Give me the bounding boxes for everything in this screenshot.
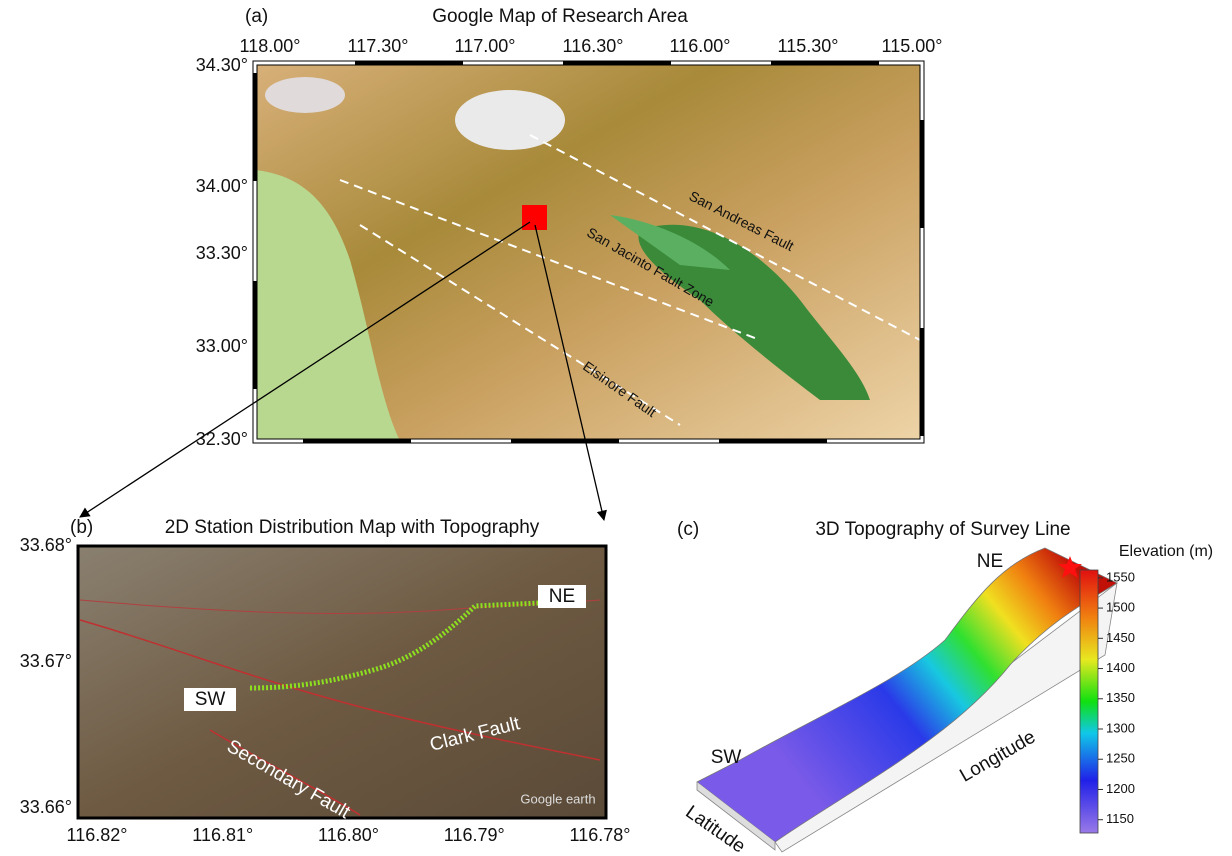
satellite-image — [78, 546, 606, 818]
x-tick-label: 115.30° — [778, 36, 839, 56]
y-tick-label: 34.00° — [196, 176, 248, 196]
colorbar-tick-label: 1450 — [1106, 630, 1135, 645]
colorbar-tick-label: 1300 — [1106, 720, 1135, 735]
figure: (a) Google Map of Research Area San Andr… — [0, 0, 1232, 856]
panel-label: (a) — [245, 6, 268, 27]
x-tick-label: 116.78° — [570, 825, 631, 845]
colorbar-title: Elevation (m) — [1119, 543, 1213, 560]
x-tick-label: 116.30° — [563, 36, 624, 56]
watermark: Google earth — [520, 791, 595, 806]
x-tick-label: 116.00° — [670, 36, 731, 56]
colorbar-tick-label: 1400 — [1106, 660, 1135, 675]
x-tick-label: 118.00° — [240, 36, 301, 56]
colorbar-tick-label: 1150 — [1106, 811, 1134, 826]
topography-surface — [697, 548, 1117, 842]
endpoint-label: SW — [195, 689, 226, 710]
x-tick-label: 117.00° — [455, 36, 516, 56]
y-tick-label: 33.67° — [20, 651, 72, 671]
y-tick-label: 33.66° — [20, 797, 72, 817]
panel-title: 2D Station Distribution Map with Topogra… — [165, 517, 540, 538]
panel-title: Google Map of Research Area — [432, 6, 688, 27]
endpoint-label: NE — [977, 551, 1003, 572]
panel-title: 3D Topography of Survey Line — [815, 519, 1070, 540]
x-tick-label: 116.80° — [318, 825, 379, 845]
x-tick-label: 116.79° — [444, 825, 505, 845]
y-tick-label: 32.30° — [196, 429, 248, 449]
endpoint-label: SW — [711, 747, 742, 768]
y-tick-label: 33.30° — [196, 243, 248, 263]
y-tick-label: 33.68° — [20, 535, 72, 555]
colorbar-tick-label: 1500 — [1106, 600, 1135, 615]
y-tick-label: 33.00° — [196, 336, 248, 356]
snow-peak — [455, 90, 565, 150]
x-tick-label: 116.81° — [192, 825, 253, 845]
y-tick-label: 34.30° — [196, 55, 248, 75]
panel-label: (c) — [677, 519, 699, 540]
snow-peak — [265, 77, 345, 113]
panel-b: (b) 2D Station Distribution Map with Top… — [70, 517, 606, 824]
colorbar-tick-label: 1350 — [1106, 690, 1135, 705]
study-site — [522, 205, 547, 230]
colorbar — [1080, 570, 1098, 833]
colorbar-tick-label: 1250 — [1106, 751, 1135, 766]
colorbar-tick-label: 1550 — [1106, 569, 1135, 584]
endpoint-label: NE — [549, 586, 575, 607]
x-tick-label: 116.82° — [67, 825, 128, 845]
x-tick-label: 117.30° — [348, 36, 409, 56]
x-tick-label: 115.00° — [882, 36, 943, 56]
colorbar-tick-label: 1200 — [1106, 781, 1135, 796]
panel-label: (b) — [70, 517, 93, 538]
